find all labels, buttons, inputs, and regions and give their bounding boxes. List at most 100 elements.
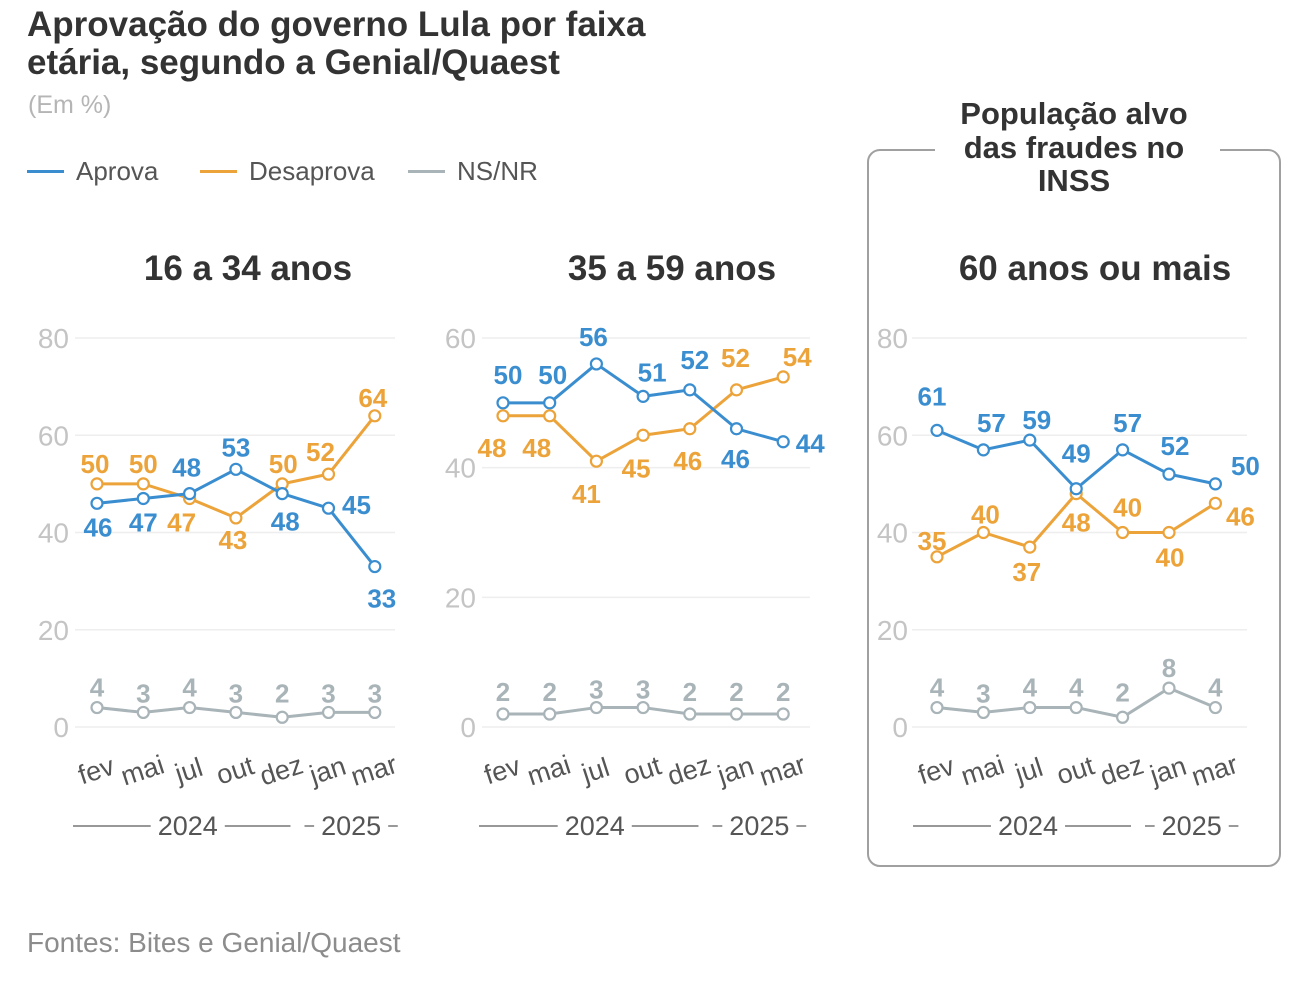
data-point-aprova [589,357,604,371]
data-label-ns-nr: 2 [776,677,790,707]
data-label-ns-nr: 3 [321,678,335,708]
data-point-ns-nr [589,700,604,715]
data-label-desaprova: 50 [81,449,110,479]
x-tick-label: jul [577,752,613,789]
y-tick-label: 80 [38,323,69,354]
data-point-ns-nr [1069,700,1083,715]
data-point-desaprova [1115,525,1130,540]
data-point-ns-nr [90,700,104,715]
legend-item-ns-nr: NS/NR [408,154,538,188]
year-label: 2025 [729,811,789,841]
legend-item-desaprova: Desaprova [200,154,375,188]
data-point-desaprova [1208,496,1223,510]
x-tick-label: fev [74,750,118,790]
data-label-ns-nr: 4 [930,673,945,703]
data-label-aprova: 52 [1161,431,1190,461]
data-point-ns-nr [776,707,790,721]
data-label-desaprova: 46 [673,446,702,476]
x-tick-label: mar [347,749,401,792]
data-point-desaprova [321,467,336,481]
highlight-box-frame [867,149,1281,867]
legend: Aprova Desaprova NS/NR [27,154,647,188]
data-label-desaprova: 35 [918,526,947,556]
x-tick-label: out [213,750,258,790]
panel-title: 35 a 59 anos [568,249,776,288]
chart-subtitle: (Em %) [28,91,112,119]
data-label-ns-nr: 4 [1208,673,1223,703]
data-point-ns-nr [496,707,510,721]
data-label-desaprova: 54 [783,342,812,372]
data-label-ns-nr: 2 [729,677,743,707]
data-point-ns-nr [183,700,197,715]
data-point-ns-nr [1023,700,1037,715]
highlight-box-label: População alvo [960,96,1187,131]
data-label-ns-nr: 3 [136,678,150,708]
x-tick-label: jan [713,751,757,791]
data-point-ns-nr [136,705,150,720]
data-label-desaprova: 40 [1156,543,1185,573]
data-point-aprova [683,383,697,397]
x-tick-label: jul [1011,752,1047,789]
x-tick-label: dez [664,749,715,791]
legend-label: Desaprova [249,155,375,186]
x-tick-label: dez [256,749,307,791]
y-tick-label: 60 [445,323,476,354]
data-label-desaprova: 43 [218,525,247,555]
data-label-ns-nr: 8 [1162,653,1176,683]
x-tick-label: mai [524,749,575,791]
data-label-ns-nr: 4 [182,673,197,703]
x-tick-label: fev [480,750,524,790]
data-point-ns-nr [636,700,650,715]
data-point-aprova [1115,443,1130,457]
x-tick-label: jul [170,752,206,789]
data-label-desaprova: 48 [478,433,507,463]
x-tick-label: dez [1096,749,1147,791]
data-point-desaprova [589,454,604,468]
chart-title-line: etária, segundo a Genial/Quaest [27,43,560,82]
y-tick-label: 20 [38,615,69,646]
x-tick-label: mar [756,749,810,792]
x-tick-label: jan [1145,751,1189,791]
data-point-aprova [1069,482,1083,496]
data-label-aprova: 48 [172,453,201,483]
chart-title-line: Aprovação do governo Lula por faixa [27,5,646,44]
data-point-ns-nr [543,707,557,721]
data-point-aprova [930,423,944,437]
data-label-aprova: 50 [494,360,523,390]
data-label-desaprova: 40 [971,500,1000,530]
data-label-ns-nr: 3 [976,678,990,708]
data-label-aprova: 57 [977,408,1006,438]
data-label-ns-nr: 2 [496,677,510,707]
source-note: Fontes: Bites e Genial/Quaest [27,927,401,958]
data-point-desaprova [229,511,243,525]
y-tick-label: 20 [877,615,908,646]
data-point-aprova [976,443,991,457]
data-label-desaprova: 48 [1062,508,1091,538]
legend-swatch-ns-nr [408,169,445,173]
y-tick-label: 0 [53,712,69,743]
data-point-aprova [229,462,243,476]
y-tick-label: 40 [38,518,69,549]
data-label-aprova: 50 [538,360,567,390]
data-label-aprova: 53 [221,432,250,462]
data-label-desaprova: 50 [269,449,298,479]
data-point-desaprova [729,383,744,397]
data-point-desaprova [1162,525,1176,540]
data-label-ns-nr: 4 [1069,673,1084,703]
panel-title: 16 a 34 anos [144,249,352,288]
data-point-desaprova [930,550,944,564]
data-label-aprova: 51 [638,357,667,387]
y-tick-label: 60 [38,420,69,451]
data-point-aprova [321,501,336,515]
data-point-desaprova [683,422,697,436]
data-point-desaprova [776,370,790,384]
data-label-aprova: 59 [1022,405,1051,435]
data-point-ns-nr [1208,700,1223,715]
y-tick-label: 40 [877,518,908,549]
y-tick-label: 80 [877,323,908,354]
data-label-desaprova: 52 [306,437,335,467]
y-tick-label: 0 [892,712,908,743]
data-point-ns-nr [1115,710,1130,724]
